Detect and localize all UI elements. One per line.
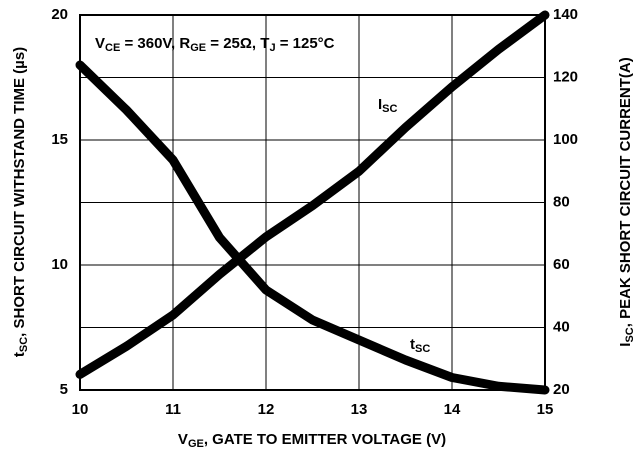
- series-label-part: t: [410, 336, 415, 353]
- x-axis-label-part: , GATE TO EMITTER VOLTAGE (V): [204, 431, 446, 448]
- annotation: VCE = 360V, RGE = 25Ω, TJ = 125°C: [95, 35, 335, 54]
- y2-axis-label: ISC, PEAK SHORT CIRCUIT CURRENT(A): [617, 57, 636, 346]
- annotation-part: V: [95, 35, 105, 52]
- y2-axis-label-part: , PEAK SHORT CIRCUIT CURRENT(A): [617, 57, 634, 327]
- y-axis-label-part: SC: [18, 337, 30, 352]
- y-axis-label-part: , SHORT CIRCUIT WITHSTAND TIME (µs): [11, 47, 28, 337]
- annotation-part: = 25Ω, T: [206, 35, 269, 52]
- annotation-part: J: [269, 42, 275, 54]
- series-label: ISC: [378, 96, 398, 115]
- y2-tick-label: 40: [553, 318, 570, 335]
- series-label-part: SC: [382, 103, 397, 115]
- y2-tick-label: 120: [553, 68, 578, 85]
- x-axis-label: VGE, GATE TO EMITTER VOLTAGE (V): [178, 431, 446, 450]
- plot-frame: [79, 14, 546, 391]
- x-tick-label: 10: [72, 401, 89, 418]
- y-tick-label: 5: [60, 381, 68, 398]
- annotation-part: = 360V, R: [120, 35, 190, 52]
- series-line: [75, 60, 550, 395]
- series-label: tSC: [410, 336, 430, 355]
- x-tick-label: 14: [444, 401, 461, 418]
- annotation-part: CE: [105, 42, 120, 54]
- annotation-part: GE: [190, 42, 206, 54]
- series-line: [75, 10, 550, 379]
- y-tick-label: 15: [51, 131, 68, 148]
- y-tick-label: 20: [51, 6, 68, 23]
- x-tick-label: 13: [351, 401, 368, 418]
- x-tick-label: 15: [537, 401, 554, 418]
- x-axis-label-part: V: [178, 431, 188, 448]
- x-tick-label: 12: [258, 401, 275, 418]
- y2-tick-label: 140: [553, 6, 578, 23]
- y2-tick-label: 80: [553, 193, 570, 210]
- series-label-part: I: [378, 96, 382, 113]
- y2-tick-label: 60: [553, 256, 570, 273]
- annotation-part: = 125°C: [276, 35, 335, 52]
- y2-tick-label: 100: [553, 131, 578, 148]
- y-axis-label: tSC, SHORT CIRCUIT WITHSTAND TIME (µs): [11, 47, 30, 357]
- y-axis-label-part: t: [11, 352, 28, 357]
- x-tick-label: 11: [165, 401, 181, 418]
- y2-tick-label: 20: [553, 381, 570, 398]
- y-tick-label: 10: [51, 256, 68, 273]
- series-label-part: SC: [415, 343, 430, 355]
- x-axis-label-part: GE: [188, 438, 204, 450]
- y2-axis-label-part: I: [617, 343, 634, 347]
- y2-axis-label-part: SC: [624, 327, 636, 342]
